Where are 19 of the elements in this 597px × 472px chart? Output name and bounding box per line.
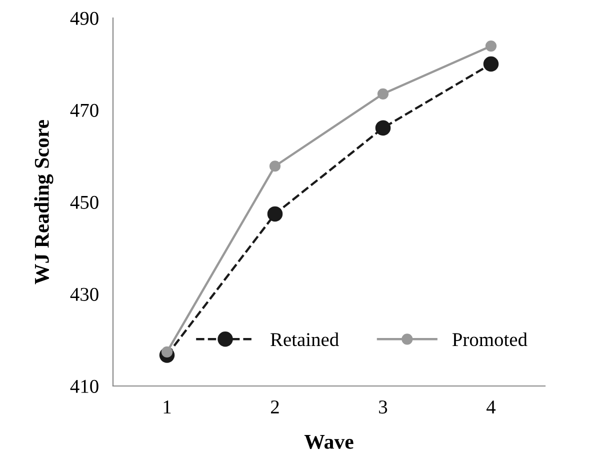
point bbox=[269, 160, 281, 172]
y-tick-label: 430 bbox=[70, 288, 98, 301]
point bbox=[485, 40, 497, 52]
point bbox=[483, 56, 499, 72]
x-tick-label: 2 bbox=[270, 400, 279, 414]
point bbox=[377, 88, 389, 100]
x-tick-label: 1 bbox=[164, 400, 171, 414]
y-tick-label: 450 bbox=[70, 196, 98, 209]
x-tick-label: 3 bbox=[379, 400, 388, 414]
point bbox=[375, 120, 391, 136]
y-tick-label: 470 bbox=[70, 104, 98, 117]
y-tick-label: 490 bbox=[70, 12, 98, 25]
y-tick-label: 410 bbox=[70, 380, 98, 393]
legend-label: Promoted bbox=[452, 332, 528, 346]
x-axis-title: Wave bbox=[304, 435, 354, 449]
x-tick-label: 4 bbox=[486, 400, 496, 414]
point bbox=[267, 206, 283, 222]
legend-label: Retained bbox=[270, 332, 339, 346]
y-axis-title: WJ Reading Score bbox=[34, 120, 54, 284]
